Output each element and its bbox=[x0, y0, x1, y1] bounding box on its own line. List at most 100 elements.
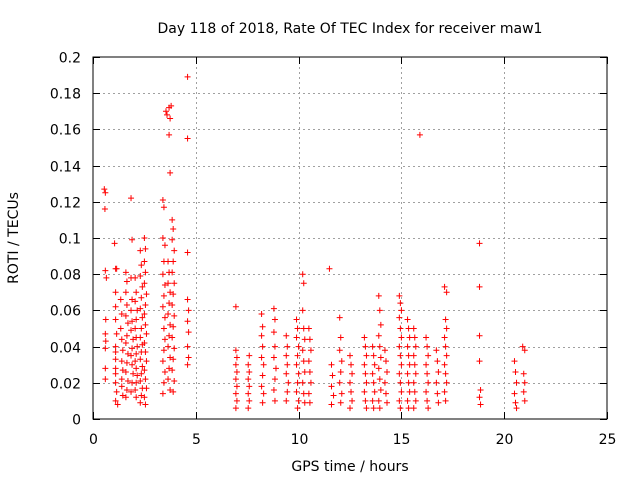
data-point bbox=[338, 390, 345, 397]
data-point bbox=[133, 316, 140, 323]
data-point bbox=[476, 394, 483, 401]
data-point bbox=[112, 343, 119, 350]
data-point bbox=[101, 206, 108, 213]
data-point bbox=[347, 379, 353, 386]
data-point bbox=[411, 334, 418, 341]
data-point bbox=[369, 343, 376, 350]
data-point bbox=[328, 361, 335, 368]
data-point bbox=[396, 292, 403, 299]
data-point bbox=[142, 376, 149, 383]
data-point bbox=[370, 405, 377, 412]
data-point bbox=[119, 347, 126, 354]
data-point bbox=[396, 397, 403, 404]
data-point bbox=[112, 397, 119, 404]
data-point bbox=[404, 370, 411, 377]
data-point bbox=[118, 336, 125, 343]
data-point bbox=[161, 282, 168, 289]
data-point bbox=[295, 343, 302, 350]
data-point bbox=[133, 289, 140, 296]
data-point bbox=[260, 390, 267, 397]
data-point bbox=[122, 289, 129, 296]
data-point bbox=[159, 271, 166, 278]
data-point bbox=[159, 358, 166, 365]
data-point bbox=[410, 405, 417, 412]
data-point bbox=[167, 354, 174, 361]
data-point bbox=[102, 316, 109, 323]
data-point bbox=[375, 365, 382, 372]
data-point bbox=[511, 358, 518, 365]
data-point bbox=[443, 325, 450, 332]
data-point bbox=[137, 399, 144, 406]
data-point bbox=[137, 273, 144, 280]
data-point bbox=[271, 343, 278, 350]
data-point bbox=[271, 376, 278, 383]
data-point bbox=[425, 352, 432, 359]
data-point bbox=[397, 405, 404, 412]
y-tick-label: 0.2 bbox=[59, 51, 81, 67]
data-point bbox=[423, 361, 430, 368]
data-point bbox=[167, 115, 174, 122]
data-point bbox=[184, 135, 191, 142]
data-point bbox=[132, 298, 139, 305]
data-point bbox=[171, 247, 178, 254]
data-point bbox=[166, 131, 173, 138]
data-point bbox=[161, 368, 168, 375]
data-point bbox=[113, 330, 120, 337]
data-point bbox=[375, 332, 382, 339]
y-tick-label: 0.12 bbox=[50, 196, 81, 212]
data-point bbox=[283, 352, 290, 359]
data-point bbox=[381, 379, 388, 386]
data-point bbox=[245, 390, 252, 397]
data-point bbox=[363, 352, 370, 359]
data-point bbox=[305, 390, 312, 397]
data-point bbox=[141, 280, 148, 287]
data-point bbox=[519, 343, 526, 350]
data-point bbox=[476, 332, 483, 339]
data-point bbox=[424, 397, 431, 404]
data-point bbox=[294, 405, 301, 412]
data-point bbox=[123, 278, 130, 285]
data-point bbox=[133, 394, 140, 401]
data-point bbox=[123, 332, 130, 339]
data-point bbox=[142, 401, 149, 408]
data-point bbox=[112, 365, 119, 372]
data-point bbox=[129, 345, 136, 352]
data-point bbox=[283, 332, 290, 339]
data-point bbox=[122, 312, 129, 319]
data-point bbox=[376, 405, 383, 412]
data-point bbox=[361, 388, 368, 395]
y-tick-label: 0 bbox=[72, 413, 81, 429]
data-point bbox=[270, 329, 277, 336]
data-point bbox=[271, 316, 278, 323]
data-point bbox=[272, 365, 279, 372]
x-tick-label: 0 bbox=[89, 432, 98, 448]
data-point bbox=[295, 397, 302, 404]
data-point bbox=[521, 397, 528, 404]
data-point bbox=[132, 358, 139, 365]
data-point bbox=[166, 365, 173, 372]
data-point bbox=[124, 377, 131, 384]
data-point bbox=[293, 361, 300, 368]
data-point bbox=[134, 307, 141, 314]
data-point bbox=[138, 392, 145, 399]
data-point bbox=[435, 399, 442, 406]
data-point bbox=[170, 388, 177, 395]
data-point bbox=[293, 388, 300, 395]
data-point bbox=[300, 358, 307, 365]
data-point bbox=[377, 354, 384, 361]
data-point bbox=[259, 399, 266, 406]
data-point bbox=[370, 379, 377, 386]
data-point bbox=[398, 388, 405, 395]
data-point bbox=[246, 383, 253, 390]
data-point bbox=[384, 368, 391, 375]
data-point bbox=[410, 352, 417, 359]
data-points bbox=[101, 73, 528, 412]
data-point bbox=[377, 321, 384, 328]
data-point bbox=[166, 332, 173, 339]
data-point bbox=[169, 269, 176, 276]
data-point bbox=[336, 379, 343, 386]
data-point bbox=[338, 358, 345, 365]
data-point bbox=[113, 388, 120, 395]
data-point bbox=[129, 361, 136, 368]
data-point bbox=[433, 347, 440, 354]
